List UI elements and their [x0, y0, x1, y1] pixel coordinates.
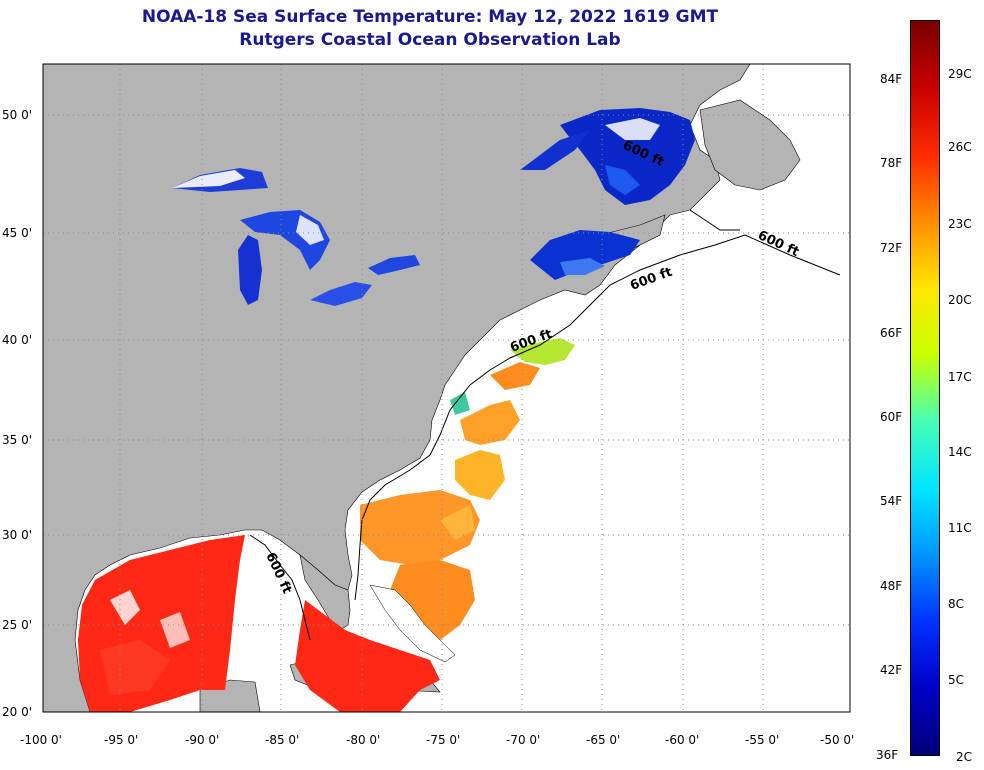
lat-label: 35 0' [2, 433, 32, 447]
colorbar-f-label: 36F [876, 748, 899, 762]
colorbar-c-label: 29C [948, 67, 972, 81]
600ft-contour [249, 234, 841, 641]
latitude-labels: 50 0' 45 0' 40 0' 35 0' 30 0' 25 0' 20 0… [2, 108, 32, 719]
lon-label: -50 0' [820, 733, 854, 747]
lon-label: -95 0' [104, 733, 138, 747]
colorbar-c-label: 2C [956, 750, 973, 764]
lat-label: 25 0' [2, 618, 32, 632]
map-subtitle: Rutgers Coastal Ocean Observation Lab [239, 30, 621, 50]
gulf-of-maine-sst [530, 230, 640, 280]
land-newfoundland [699, 99, 801, 191]
colorbar-c-label: 5C [948, 673, 965, 687]
great-lakes-sst [172, 168, 420, 306]
lon-label: -100 0' [20, 733, 62, 747]
colorbar-c-label: 20C [948, 293, 972, 307]
st-lawrence-sst [520, 108, 695, 205]
colorbar-f-label: 84F [880, 72, 903, 86]
colorbar-f-label: 60F [880, 410, 903, 424]
lat-label: 40 0' [2, 333, 32, 347]
colorbar-c-label: 23C [948, 217, 972, 231]
bahamas-sst [369, 584, 456, 663]
colorbar-f-label: 48F [880, 579, 903, 593]
florida-straits-sst [295, 600, 440, 712]
lon-label: -60 0' [665, 733, 699, 747]
colorbar-f-label: 66F [880, 326, 903, 340]
colorbar-c-label: 14C [948, 445, 972, 459]
lon-label: -85 0' [265, 733, 299, 747]
colorbar-c-label: 11C [948, 521, 972, 535]
lon-label: -65 0' [586, 733, 620, 747]
colorbar-f-label: 78F [880, 156, 903, 170]
lat-label: 50 0' [2, 108, 32, 122]
colorbar-c-label: 8C [948, 597, 965, 611]
longitude-labels: -100 0' -95 0' -90 0' -85 0' -80 0' -75 … [20, 733, 854, 747]
lon-label: -90 0' [185, 733, 219, 747]
map-frame [42, 63, 851, 713]
lat-label: 20 0' [2, 705, 32, 719]
map-title: NOAA-18 Sea Surface Temperature: May 12,… [141, 7, 719, 27]
colorbar-f-label: 54F [880, 494, 903, 508]
lon-label: -55 0' [745, 733, 779, 747]
land-north-america [43, 64, 751, 712]
colorbar-f-label: 72F [880, 241, 903, 255]
lon-label: -70 0' [506, 733, 540, 747]
lon-label: -75 0' [426, 733, 460, 747]
lat-label: 30 0' [2, 528, 32, 542]
colorbar-f-label: 42F [880, 663, 903, 677]
temperature-colorbar [910, 20, 940, 756]
colorbar-c-label: 17C [948, 370, 972, 384]
lon-label: -80 0' [346, 733, 380, 747]
map-grid [43, 64, 850, 712]
colorbar-c-label: 26C [948, 140, 972, 154]
lat-label: 45 0' [2, 226, 32, 240]
